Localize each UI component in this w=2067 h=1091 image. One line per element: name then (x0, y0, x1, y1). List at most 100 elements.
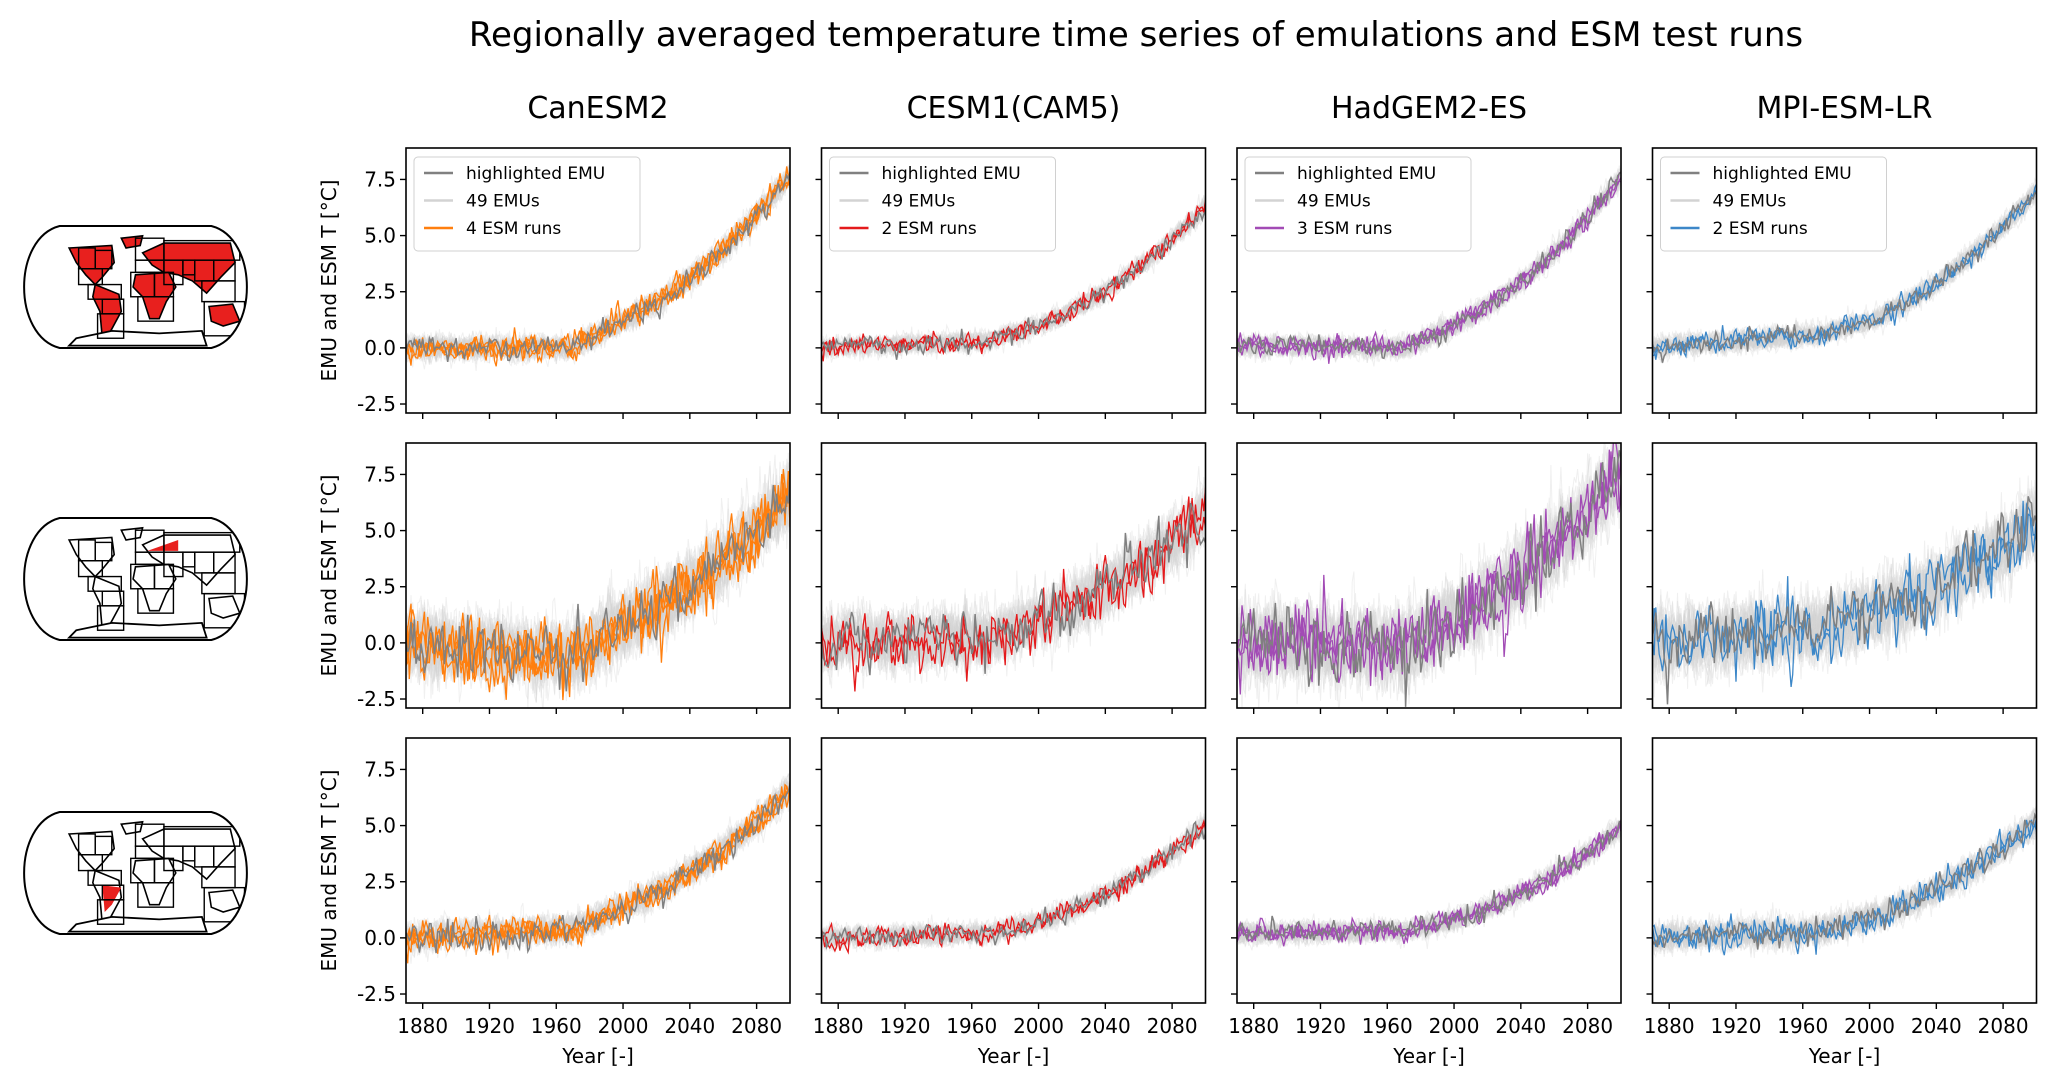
highlighted-emu-line (1237, 820, 1621, 943)
emu-line (406, 780, 790, 949)
legend-item-highlighted-emu-label: highlighted EMU (882, 164, 1021, 184)
x-tick-label: 2000 (1429, 1014, 1480, 1038)
series-group (406, 769, 790, 964)
esm-run-line (1652, 183, 2037, 359)
plot-area (406, 738, 790, 1003)
x-tick-label: 1880 (397, 1014, 448, 1038)
land-outline (208, 889, 241, 913)
series-group (821, 466, 1206, 692)
x-tick-label: 2080 (1978, 1014, 2029, 1038)
legend-box (1660, 156, 1887, 252)
x-tick-label: 1920 (464, 1014, 515, 1038)
y-tick-label: 0.0 (364, 631, 396, 655)
highlighted-emu-line (1237, 171, 1621, 360)
x-tick-label: 1920 (1711, 1014, 1762, 1038)
axes-frame (1651, 737, 2038, 1004)
y-tick-label: 5.0 (364, 814, 396, 838)
y-tick-label: -2.5 (357, 392, 396, 416)
emu-line (821, 503, 1206, 672)
x-tick-label: 1960 (1362, 1014, 1413, 1038)
axes-frame (405, 442, 791, 709)
x-tick-label: 2080 (1562, 1014, 1613, 1038)
x-tick-label: 1920 (880, 1014, 931, 1038)
legend: highlighted EMU 49 EMUs 4 ESM runs (413, 156, 641, 252)
region-box (96, 605, 125, 631)
panel-r1-c2 (1231, 442, 1622, 714)
map-content (66, 526, 246, 639)
map-content (66, 234, 246, 347)
figure-title: Regionally averaged temperature time ser… (469, 15, 1803, 55)
series-group (821, 811, 1206, 955)
y-tick-label: -2.5 (357, 982, 396, 1006)
legend-item-emus-label: 49 EMUs (882, 192, 956, 212)
esm-run-line (406, 781, 790, 964)
x-axis-label: Year [-] (977, 1044, 1050, 1068)
emu-line (821, 826, 1206, 949)
x-tick-label: 1960 (946, 1014, 997, 1038)
map-content (66, 820, 246, 933)
x-tick-label: 1880 (1228, 1014, 1279, 1038)
emu-line (406, 480, 790, 699)
panel-r0-c1: highlighted EMU 49 EMUs 2 ESM runs (815, 147, 1207, 419)
x-tick-label: 2040 (1080, 1014, 1131, 1038)
emu-line (821, 506, 1206, 672)
panel-r1-c0: -2.5 0.0 2.5 5.0 7.5 EMU and ESM T [°C] (317, 442, 791, 714)
highlighted-emu-line (1652, 812, 2037, 950)
axes-frame (1236, 147, 1622, 414)
axes-frame (1236, 442, 1622, 709)
region-map-0 (23, 225, 248, 349)
column-header-1: CESM1(CAM5) (907, 91, 1121, 126)
legend-box (1244, 156, 1472, 252)
x-tick-label: 2000 (1013, 1014, 1064, 1038)
y-tick-label: 2.5 (364, 575, 396, 599)
highlighted-region (102, 885, 122, 912)
y-tick-label: -2.5 (357, 687, 396, 711)
x-tick-label: 1920 (1295, 1014, 1346, 1038)
panel-r0-c3: highlighted EMU 49 EMUs 2 ESM runs (1646, 147, 2038, 419)
y-axis-label: EMU and ESM T [°C] (317, 180, 341, 382)
highlighted-emu-line (821, 210, 1206, 360)
x-tick-label: 2040 (1495, 1014, 1546, 1038)
series-group (821, 194, 1206, 363)
highlighted-emu-line (821, 502, 1206, 676)
legend-item-highlighted-emu-label: highlighted EMU (1297, 164, 1436, 184)
highlighted-emu-line (1652, 496, 2037, 705)
x-tick-label: 2080 (1147, 1014, 1198, 1038)
y-axis-label: EMU and ESM T [°C] (317, 475, 341, 677)
legend: highlighted EMU 49 EMUs 2 ESM runs (1660, 156, 1887, 252)
column-header-0: CanESM2 (527, 91, 668, 126)
legend-item-esm-runs-label: 2 ESM runs (1713, 219, 1808, 239)
emu-line (821, 496, 1206, 684)
legend-item-emus-label: 49 EMUs (1713, 192, 1787, 212)
y-tick-label: 7.5 (364, 462, 396, 486)
y-axis-label: EMU and ESM T [°C] (317, 770, 341, 972)
y-tick-label: 5.0 (364, 519, 396, 543)
series-group (1237, 165, 1621, 367)
emu-line (1237, 450, 1621, 688)
esm-run-line (1237, 822, 1621, 945)
panel-r0-c2: highlighted EMU 49 EMUs 3 ESM runs (1231, 147, 1622, 419)
emu-line (1237, 179, 1621, 358)
highlighted-emu-line (406, 784, 790, 955)
antarctica-outline (66, 329, 208, 347)
emu-line (821, 495, 1206, 681)
region-box (96, 899, 125, 925)
legend-box (413, 156, 641, 252)
x-tick-label: 2040 (664, 1014, 715, 1038)
emu-line (821, 823, 1206, 953)
series-group (406, 452, 790, 708)
land-outline (208, 303, 241, 327)
legend-item-highlighted-emu-label: highlighted EMU (1713, 164, 1852, 184)
series-group (406, 164, 790, 371)
region-box (137, 296, 175, 322)
panel-r2-c0: -2.5 0.0 2.5 5.0 7.5 1880 1920 1960 2000 2040 2080… (317, 737, 791, 1068)
region-box (94, 249, 113, 270)
emu-line (1652, 492, 2037, 681)
axes-frame (1651, 147, 2038, 414)
region-box (94, 541, 113, 562)
series-group (1237, 817, 1621, 951)
emu-line (1652, 183, 2037, 355)
emu-line (1237, 443, 1621, 687)
legend: highlighted EMU 49 EMUs 2 ESM runs (829, 156, 1056, 252)
x-tick-label: 2080 (731, 1014, 782, 1038)
